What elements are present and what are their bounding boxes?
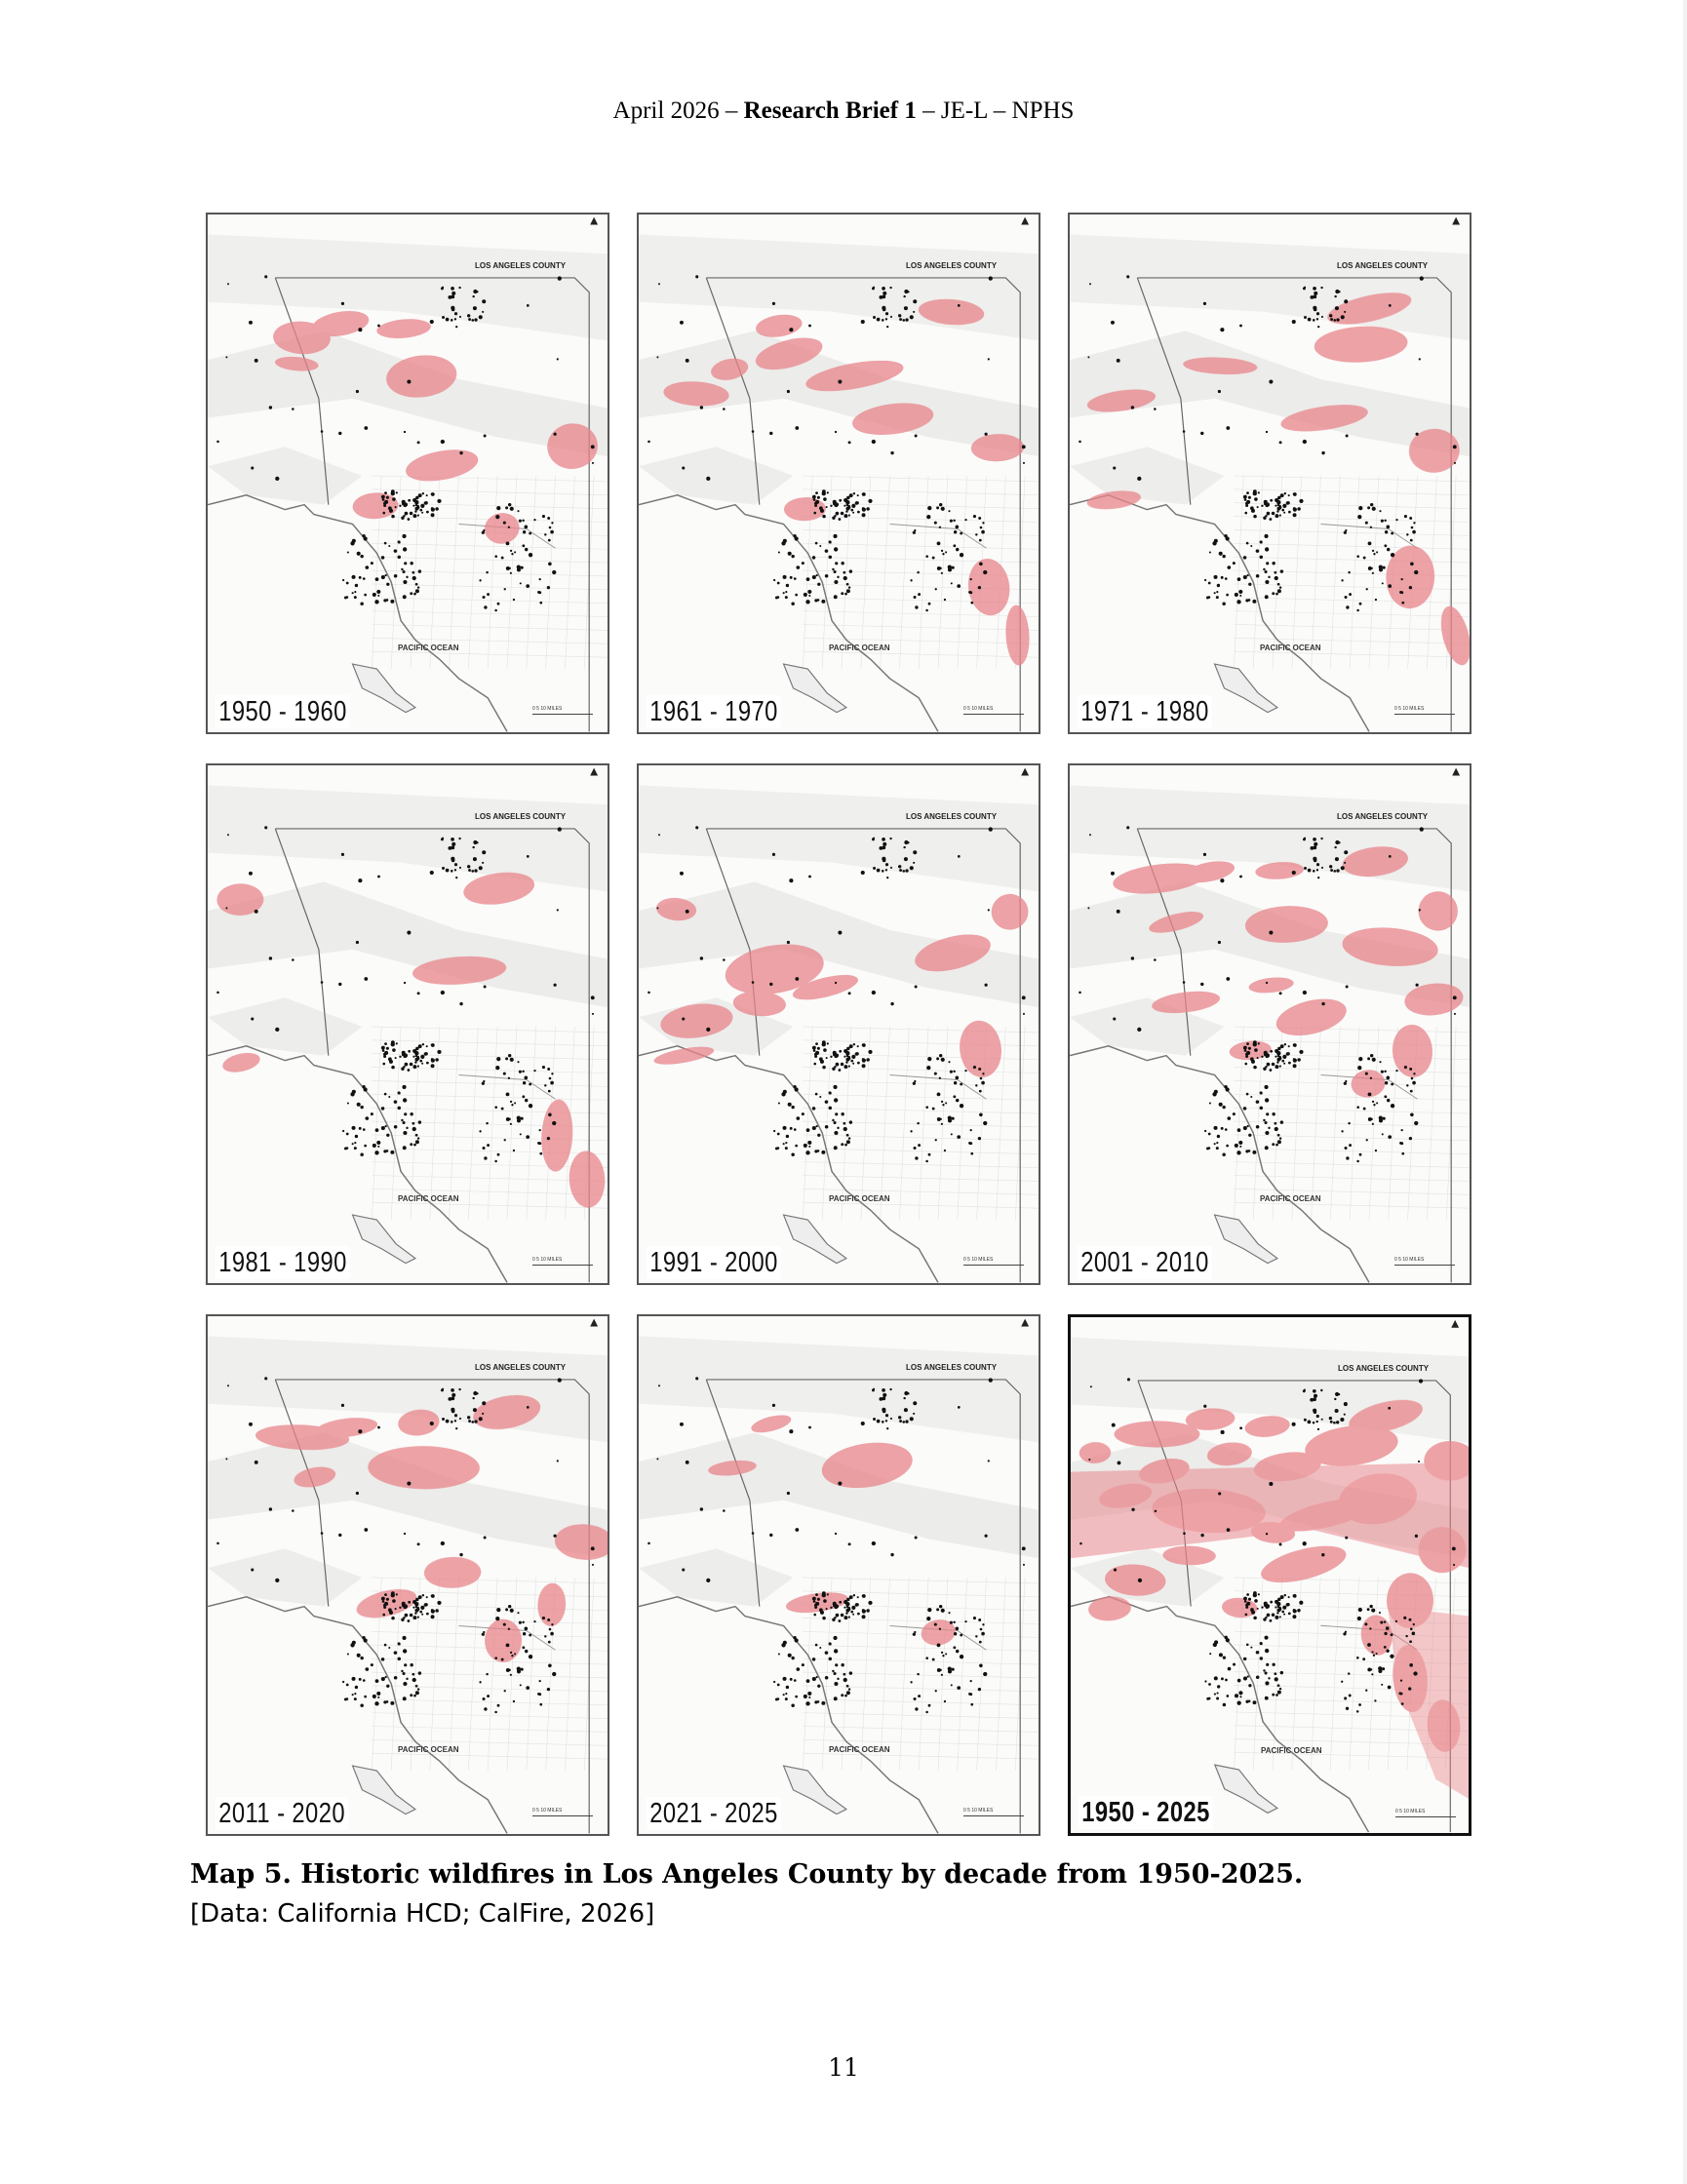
scale-text: 0 5 10 MILES: [532, 1808, 563, 1814]
map-graphic: [1070, 765, 1470, 1283]
scale-bar-line: [1395, 1816, 1456, 1819]
county-label: LOS ANGELES COUNTY: [906, 261, 998, 270]
scale-text: 0 5 10 MILES: [532, 1257, 563, 1263]
county-label: LOS ANGELES COUNTY: [475, 261, 567, 270]
scale-bar: 0 5 10 MILES: [1394, 706, 1455, 717]
map-grid: LOS ANGELES COUNTY PACIFIC OCEAN 0 5 10 MI…: [206, 213, 1471, 1837]
map-panel: LOS ANGELES COUNTY PACIFIC OCEAN 0 5 10 MI…: [1068, 763, 1471, 1285]
map-graphic: [208, 765, 608, 1283]
decade-label: 2011 - 2020: [216, 1797, 349, 1830]
county-label: LOS ANGELES COUNTY: [475, 1363, 567, 1372]
scale-text: 0 5 10 MILES: [963, 1257, 994, 1263]
scale-bar: 0 5 10 MILES: [963, 1808, 1024, 1818]
ocean-label: PACIFIC OCEAN: [398, 644, 459, 652]
county-label: LOS ANGELES COUNTY: [1337, 812, 1429, 821]
scale-bar: 0 5 10 MILES: [532, 1257, 593, 1268]
county-label: LOS ANGELES COUNTY: [1337, 261, 1429, 270]
scale-bar-line: [963, 1815, 1024, 1818]
decade-label: 1961 - 1970: [647, 695, 782, 728]
map-panel: LOS ANGELES COUNTY PACIFIC OCEAN 0 5 10 MI…: [637, 1314, 1040, 1836]
decade-label: 2021 - 2025: [647, 1797, 782, 1830]
map-graphic: [639, 214, 1039, 732]
ocean-label: PACIFIC OCEAN: [1260, 644, 1321, 652]
map-panel: LOS ANGELES COUNTY PACIFIC OCEAN 0 5 10 MI…: [1068, 1314, 1471, 1836]
county-label: LOS ANGELES COUNTY: [906, 1363, 998, 1372]
decade-label: 1950 - 2025: [1079, 1796, 1214, 1829]
ocean-label: PACIFIC OCEAN: [829, 1745, 890, 1754]
decade-label: 1991 - 2000: [647, 1246, 782, 1279]
header-brief-title: Research Brief 1: [743, 98, 917, 124]
ocean-label: PACIFIC OCEAN: [398, 1745, 459, 1754]
map-panel: LOS ANGELES COUNTY PACIFIC OCEAN 0 5 10 MI…: [637, 213, 1040, 734]
ocean-label: PACIFIC OCEAN: [398, 1194, 459, 1203]
ocean-label: PACIFIC OCEAN: [1260, 1194, 1321, 1203]
scale-bar: 0 5 10 MILES: [963, 706, 1024, 717]
decade-label: 1950 - 1960: [216, 695, 351, 728]
map-graphic: [1071, 1317, 1469, 1833]
map-graphic: [208, 1316, 608, 1834]
scale-bar-line: [1394, 1265, 1455, 1268]
decade-label: 1981 - 1990: [216, 1246, 351, 1279]
page-number: 11: [828, 2053, 859, 2082]
map-panel: LOS ANGELES COUNTY PACIFIC OCEAN 0 5 10 MI…: [206, 213, 609, 734]
page-header: April 2026 – Research Brief 1 – JE-L – N…: [0, 98, 1687, 125]
caption-source: [Data: California HCD; CalFire, 2026]: [190, 1899, 655, 1929]
county-label: LOS ANGELES COUNTY: [475, 812, 567, 821]
scale-text: 0 5 10 MILES: [1395, 1809, 1426, 1814]
map-graphic: [208, 214, 608, 732]
map-panel: LOS ANGELES COUNTY PACIFIC OCEAN 0 5 10 MI…: [1068, 213, 1471, 734]
page-edge: [1683, 0, 1687, 2184]
map-panel: LOS ANGELES COUNTY PACIFIC OCEAN 0 5 10 MI…: [637, 763, 1040, 1285]
decade-label: 1971 - 1980: [1078, 695, 1213, 728]
map-graphic: [1070, 214, 1470, 732]
caption-title: Map 5. Historic wildfires in Los Angeles…: [190, 1859, 1304, 1890]
county-label: LOS ANGELES COUNTY: [1338, 1364, 1430, 1373]
scale-bar-line: [963, 714, 1024, 717]
scale-bar-line: [532, 1815, 593, 1818]
scale-text: 0 5 10 MILES: [532, 706, 563, 712]
county-label: LOS ANGELES COUNTY: [906, 812, 998, 821]
ocean-label: PACIFIC OCEAN: [829, 1194, 890, 1203]
header-prefix: April 2026 –: [612, 98, 738, 124]
scale-bar: 0 5 10 MILES: [532, 1808, 593, 1818]
scale-bar: 0 5 10 MILES: [532, 706, 593, 717]
figure-caption: Map 5. Historic wildfires in Los Angeles…: [190, 1857, 1477, 1933]
scale-bar-line: [963, 1265, 1024, 1268]
scale-text: 0 5 10 MILES: [1394, 1257, 1425, 1263]
scale-bar-line: [1394, 714, 1455, 717]
decade-label: 2001 - 2010: [1078, 1246, 1213, 1279]
scale-text: 0 5 10 MILES: [1394, 706, 1425, 712]
scale-bar: 0 5 10 MILES: [1395, 1809, 1456, 1819]
scale-bar-line: [532, 1265, 593, 1268]
scale-text: 0 5 10 MILES: [963, 706, 994, 712]
map-panel: LOS ANGELES COUNTY PACIFIC OCEAN 0 5 10 MI…: [206, 1314, 609, 1836]
scale-bar: 0 5 10 MILES: [1394, 1257, 1455, 1268]
map-graphic: [639, 765, 1039, 1283]
scale-text: 0 5 10 MILES: [963, 1808, 994, 1814]
scale-bar-line: [532, 714, 593, 717]
header-suffix: – JE-L – NPHS: [922, 98, 1075, 124]
map-panel: LOS ANGELES COUNTY PACIFIC OCEAN 0 5 10 MI…: [206, 763, 609, 1285]
ocean-label: PACIFIC OCEAN: [829, 644, 890, 652]
map-graphic: [639, 1316, 1039, 1834]
scale-bar: 0 5 10 MILES: [963, 1257, 1024, 1268]
ocean-label: PACIFIC OCEAN: [1261, 1746, 1322, 1755]
